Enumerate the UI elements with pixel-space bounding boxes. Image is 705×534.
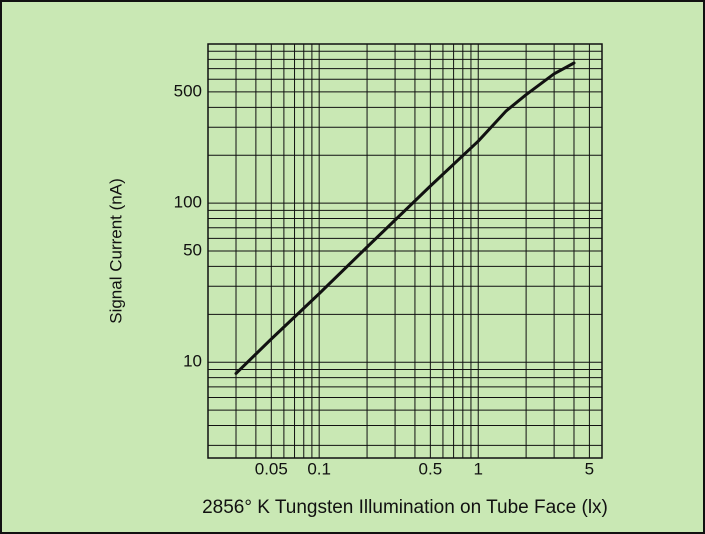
data-line <box>234 61 576 375</box>
y-tick-label: 50 <box>183 240 202 259</box>
x-tick-label: 5 <box>585 459 594 478</box>
x-tick-label: 0.5 <box>419 459 443 478</box>
y-tick-label: 100 <box>174 193 202 212</box>
x-axis-label: 2856° K Tungsten Illumination on Tube Fa… <box>202 497 608 518</box>
y-tick-label: 500 <box>174 81 202 100</box>
y-tick-label: 10 <box>183 352 202 371</box>
x-tick-label: 0.1 <box>307 459 331 478</box>
y-axis-label: Signal Current (nA) <box>106 178 125 324</box>
x-tick-label: 0.05 <box>255 459 288 478</box>
x-tick-label: 1 <box>473 459 482 478</box>
